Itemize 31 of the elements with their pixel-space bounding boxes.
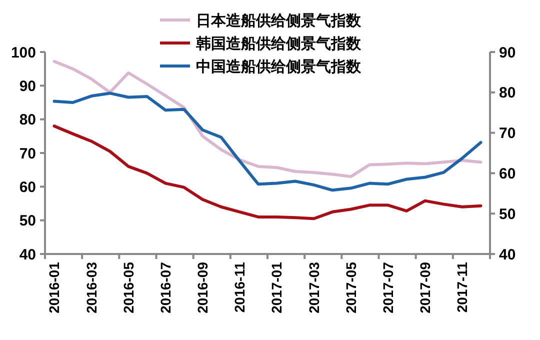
y2-tick-label: 40 — [499, 246, 516, 264]
y-tick-label: 80 — [19, 112, 36, 129]
x-tick-label: 2017-05 — [342, 262, 359, 314]
line-series — [52, 92, 482, 192]
y-tick-label: 100 — [10, 44, 36, 62]
y-tick-label: 60 — [19, 178, 36, 196]
x-tick-label: 2016-05 — [120, 262, 136, 314]
x-tick-label: 2016-11 — [232, 262, 248, 313]
y2-tick-label: 90 — [499, 44, 516, 62]
legend-label: 日本造船供给侧景气指数 — [196, 12, 362, 30]
x-tick-label: 2016-01 — [46, 262, 62, 314]
y-tick-label: 40 — [19, 246, 36, 264]
y2-tick-label: 70 — [499, 125, 516, 142]
y2-tick-label: 50 — [499, 206, 516, 223]
line-series — [52, 124, 482, 220]
y2-tick-label: 60 — [499, 165, 516, 182]
x-tick-label: 2016-09 — [194, 262, 211, 314]
legend-label: 韩国造船供给侧景气指数 — [195, 35, 362, 52]
legend-label: 中国造船供给侧景气指数 — [196, 58, 362, 76]
x-tick-label: 2016-03 — [83, 262, 100, 314]
x-tick-label: 2017-07 — [380, 262, 396, 314]
y-tick-label: 90 — [19, 78, 36, 95]
y-tick-label: 70 — [19, 145, 36, 162]
y-tick-label: 50 — [19, 212, 36, 230]
x-tick-label: 2017-01 — [268, 262, 285, 314]
line-series — [52, 60, 482, 178]
x-tick-label: 2016-07 — [157, 262, 174, 314]
y2-tick-label: 80 — [499, 84, 516, 102]
x-tick-label: 2017-03 — [306, 262, 322, 314]
x-tick-label: 2017-11 — [454, 262, 470, 313]
x-tick-label: 2017-09 — [417, 262, 434, 314]
